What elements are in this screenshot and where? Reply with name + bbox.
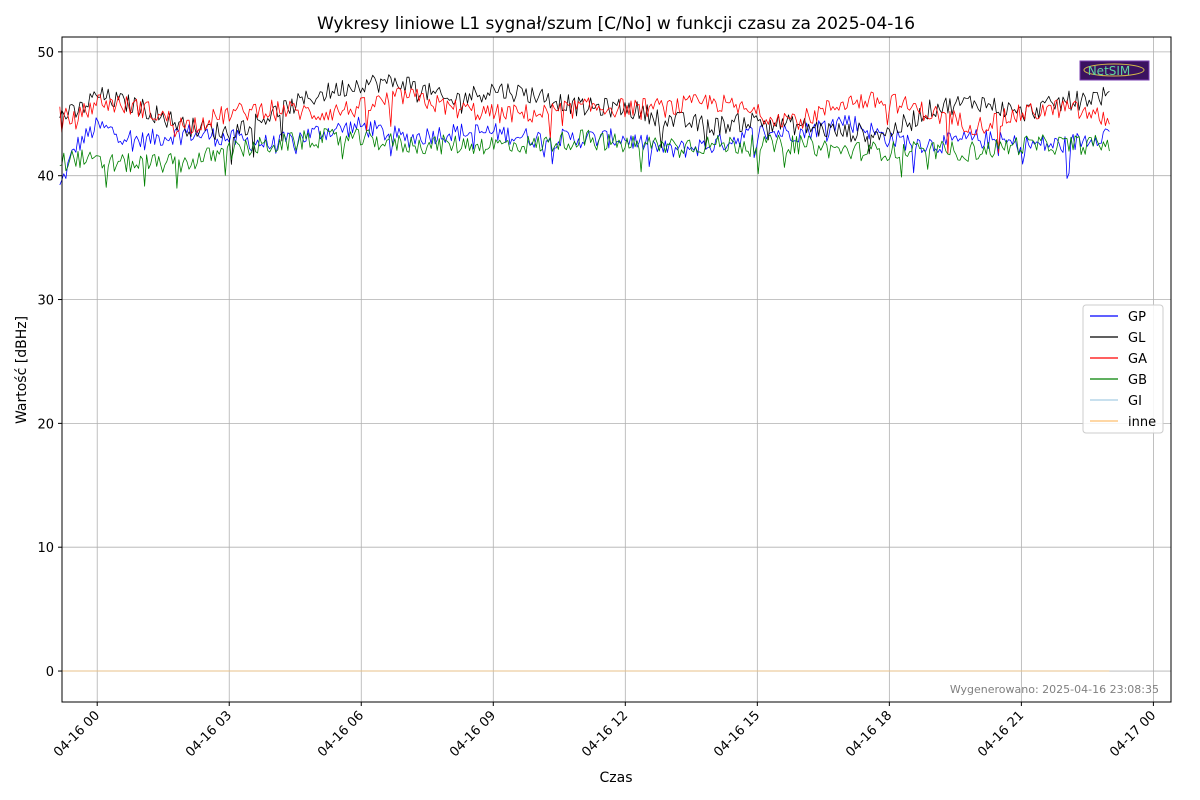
legend-label-ga: GA <box>1128 352 1147 367</box>
legend-label-gl: GL <box>1128 331 1146 346</box>
logo-text: NetSIM <box>1088 64 1131 78</box>
chart-title: Wykresy liniowe L1 sygnał/szum [C/No] w … <box>317 14 915 34</box>
y-tick-label: 10 <box>37 541 54 556</box>
y-tick-label: 20 <box>37 417 54 432</box>
y-tick-label: 30 <box>37 294 54 309</box>
footnote: Wygenerowano: 2025-04-16 23:08:35 <box>950 683 1159 696</box>
legend: GP GL GA GB GI inne <box>1082 304 1164 434</box>
series-line-ga <box>59 87 1110 155</box>
series-lines <box>59 74 1110 672</box>
legend-box <box>1082 304 1164 434</box>
legend-label-inne: inne <box>1128 415 1156 430</box>
y-tick-label: 0 <box>46 665 54 680</box>
logo: NetSIM <box>1079 60 1150 81</box>
logo-swoosh <box>1083 63 1145 77</box>
series-line-gb <box>59 128 1110 189</box>
series-line-gl <box>59 74 1110 165</box>
plot-frame <box>61 36 1172 703</box>
y-tick-label: 40 <box>37 170 54 185</box>
y-axis: 0 10 20 30 40 50 <box>37 46 62 680</box>
legend-label-gb: GB <box>1128 373 1147 388</box>
legend-label-gp: GP <box>1128 310 1146 325</box>
y-axis-title: Wartość [dBHz] <box>14 316 30 424</box>
x-axis-title: Czas <box>600 770 633 786</box>
y-tick-label: 50 <box>37 46 54 61</box>
legend-label-gi: GI <box>1128 394 1142 409</box>
